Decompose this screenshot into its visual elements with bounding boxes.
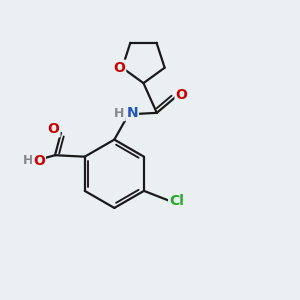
- Text: O: O: [176, 88, 188, 102]
- Text: H: H: [114, 107, 124, 120]
- Text: O: O: [48, 122, 59, 136]
- Text: H: H: [23, 154, 33, 167]
- Text: N: N: [126, 106, 138, 120]
- Text: Cl: Cl: [169, 194, 184, 208]
- Text: O: O: [33, 154, 45, 168]
- Text: O: O: [113, 61, 125, 75]
